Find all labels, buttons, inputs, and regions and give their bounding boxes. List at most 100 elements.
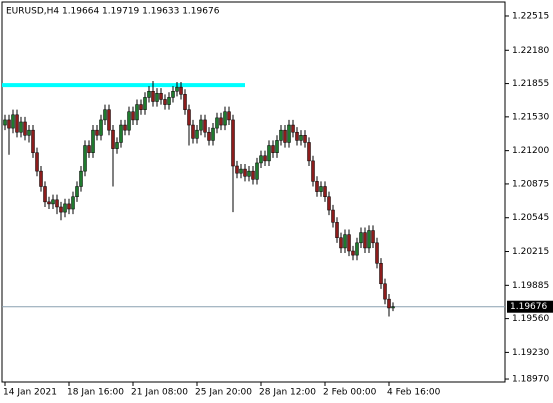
candle-body	[167, 97, 171, 105]
candle-body	[43, 186, 47, 203]
candle-body	[195, 129, 199, 139]
candle-body	[283, 129, 287, 143]
candle-body	[171, 90, 175, 98]
candle-body	[299, 135, 303, 141]
x-tick-label: 21 Jan 08:00	[131, 388, 188, 398]
candle-body	[271, 145, 275, 153]
candle-body	[143, 97, 147, 110]
candle-body	[303, 135, 307, 143]
candle-body	[159, 93, 163, 100]
candle-body	[23, 121, 27, 136]
candle-body	[335, 222, 339, 238]
y-tick-label: 1.22180	[512, 46, 549, 56]
candle-body	[355, 242, 359, 256]
y-tick-label: 1.21530	[512, 112, 549, 122]
candle-body	[179, 86, 183, 95]
candle-body	[79, 170, 83, 187]
candle-body	[275, 140, 279, 153]
candle-body	[27, 129, 31, 136]
y-tick-label: 1.21855	[512, 79, 549, 89]
candle-body	[163, 99, 167, 105]
x-tick-label: 14 Jan 2021	[3, 388, 57, 398]
candle-body	[75, 186, 79, 197]
candle-body	[83, 145, 87, 172]
y-tick-label: 1.20545	[512, 213, 549, 223]
candle-body	[99, 119, 103, 136]
price-label: 1.19676	[510, 302, 547, 312]
candle-body	[247, 170, 251, 177]
y-tick-label: 1.19230	[512, 348, 549, 358]
candle-body	[239, 168, 243, 174]
candle-body	[131, 111, 135, 121]
candle-body	[111, 129, 115, 149]
x-tick-label: 25 Jan 20:00	[195, 388, 252, 398]
y-tick-label: 1.22515	[512, 11, 549, 21]
candle-body	[363, 232, 367, 249]
candle-body	[67, 203, 71, 210]
candle-body	[71, 196, 75, 210]
candle-body	[387, 298, 391, 309]
candle-body	[155, 93, 159, 102]
candle-body	[359, 232, 363, 244]
candle-body	[351, 250, 355, 256]
candle-body	[375, 242, 379, 264]
candle-body	[63, 203, 67, 213]
candle-body	[315, 181, 319, 192]
candle-body	[307, 142, 311, 162]
y-tick-label: 1.19560	[512, 314, 549, 324]
candle-body	[119, 124, 123, 143]
candle-body	[31, 129, 35, 153]
level-line	[2, 83, 245, 88]
candle-body	[223, 111, 227, 126]
candle-body	[287, 124, 291, 143]
candle-body	[15, 114, 19, 133]
candle-body	[127, 111, 131, 131]
candle-body	[103, 109, 107, 121]
candle-body	[391, 306, 395, 309]
candle-body	[139, 104, 143, 110]
candle-body	[215, 117, 219, 129]
y-tick-label: 1.20875	[512, 179, 549, 189]
x-tick-label: 28 Jan 12:00	[259, 388, 316, 398]
candle-body	[87, 145, 91, 153]
candle-body	[187, 109, 191, 126]
candle-body	[219, 117, 223, 126]
candle-body	[319, 186, 323, 192]
candle-body	[19, 121, 23, 133]
candle-body	[311, 160, 315, 182]
candle-body	[7, 119, 11, 129]
candle-body	[331, 209, 335, 223]
candle-body	[383, 283, 387, 300]
candle-body	[199, 119, 203, 131]
candle-body	[339, 237, 343, 249]
candle-body	[291, 124, 295, 133]
candle-body	[95, 129, 99, 136]
candle-body	[259, 155, 263, 164]
candle-body	[47, 201, 51, 205]
candle-body	[279, 129, 283, 141]
y-tick-label: 1.21200	[512, 146, 549, 156]
candle-body	[135, 104, 139, 121]
x-tick-label: 4 Feb 16:00	[387, 388, 441, 398]
y-tick-label: 1.19885	[512, 281, 549, 291]
candle-body	[147, 90, 151, 98]
candle-body	[3, 119, 7, 126]
y-tick-label: 1.18970	[512, 375, 549, 385]
candle-body	[59, 206, 63, 213]
candle-body	[55, 199, 59, 208]
candle-body	[191, 124, 195, 139]
candle-body	[295, 131, 299, 141]
price-label-box	[507, 300, 553, 313]
candle-body	[343, 234, 347, 249]
candle-body	[323, 186, 327, 197]
candle-body	[51, 199, 55, 205]
candle-body	[327, 196, 331, 211]
candle-body	[175, 86, 179, 92]
candle-body	[107, 109, 111, 131]
candle-body	[263, 155, 267, 162]
chart-title: EURUSD,H4 1.19664 1.19719 1.19633 1.1967…	[6, 7, 220, 17]
candle-body	[255, 162, 259, 180]
candle-body	[227, 111, 231, 121]
candle-body	[367, 230, 371, 249]
